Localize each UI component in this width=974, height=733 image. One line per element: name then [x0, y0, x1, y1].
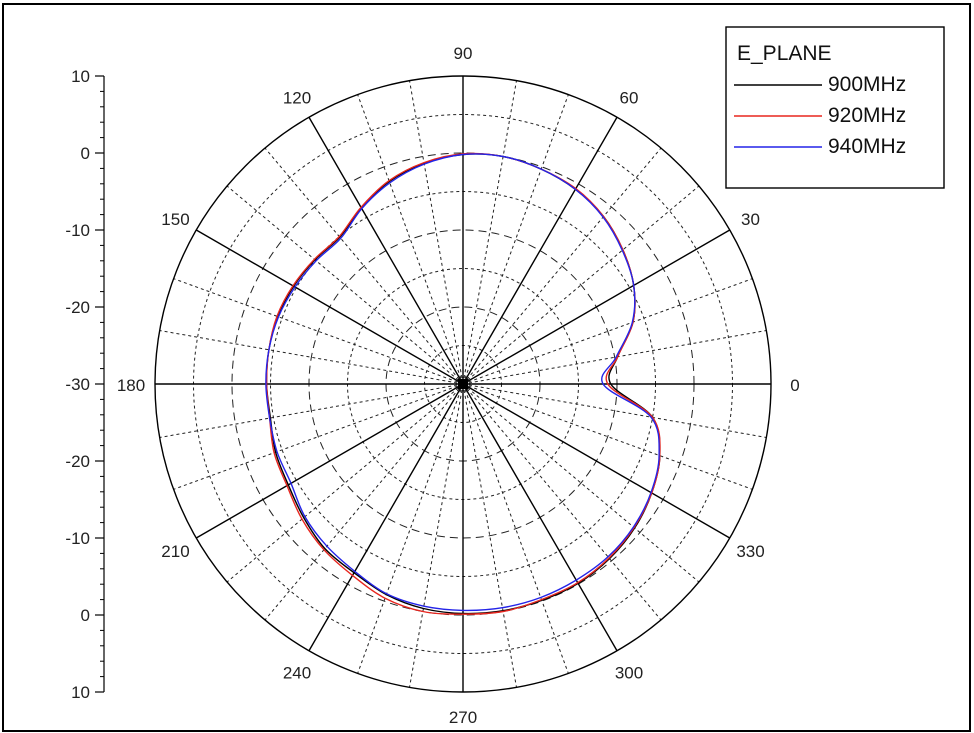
outer-ring	[154, 75, 772, 693]
angle-labels: 0 30 60 90 120 150 180 210 240 270 300 330	[117, 44, 800, 727]
grid-spoke-major	[195, 383, 464, 539]
legend-label-920MHz: 920MHz	[828, 104, 906, 127]
grid-spoke-major	[462, 383, 731, 539]
radial-axis: 10 0 -10 -20 -30 -20 -10 0 10	[65, 67, 105, 702]
radial-tick-label: 10	[71, 683, 90, 702]
center-marker	[458, 379, 468, 389]
grid-spoke-major	[462, 116, 618, 385]
angle-tick-label: 330	[736, 542, 764, 561]
radial-tick-label: 0	[81, 144, 90, 163]
angle-tick-label: 150	[161, 210, 189, 229]
angle-tick-label: 0	[790, 376, 799, 395]
legend-label-900MHz: 900MHz	[828, 73, 906, 96]
angle-tick-label: 210	[161, 542, 189, 561]
angle-tick-label: 300	[615, 664, 643, 683]
legend-title: E_PLANE	[737, 42, 832, 65]
polar-grid	[154, 75, 772, 693]
radial-tick-label: -10	[65, 221, 90, 240]
radial-tick-label: -20	[65, 452, 90, 471]
grid-spoke-major	[462, 383, 618, 652]
legend-box	[725, 26, 945, 189]
angle-tick-label: 240	[283, 664, 311, 683]
grid-spoke-major	[462, 229, 731, 385]
legend: E_PLANE 900MHz 920MHz 940MHz	[725, 26, 945, 189]
angle-tick-label: 90	[454, 44, 473, 63]
angle-tick-label: 270	[449, 708, 477, 727]
radial-tick-label: -30	[65, 375, 90, 394]
angle-tick-label: 180	[117, 376, 145, 395]
angle-tick-label: 120	[283, 88, 311, 107]
radial-tick-label: 10	[71, 67, 90, 86]
grid-spoke-major	[308, 383, 464, 652]
series-line-940MHz	[265, 153, 660, 612]
grid-spoke-major	[195, 229, 464, 385]
grid-spoke-major	[308, 116, 464, 385]
radial-tick-label: -10	[65, 529, 90, 548]
legend-label-940MHz: 940MHz	[828, 135, 906, 158]
series-lines	[265, 152, 661, 615]
angle-tick-label: 30	[741, 210, 760, 229]
radial-tick-label: -20	[65, 298, 90, 317]
radial-tick-label: 0	[81, 606, 90, 625]
angle-tick-label: 60	[620, 88, 639, 107]
